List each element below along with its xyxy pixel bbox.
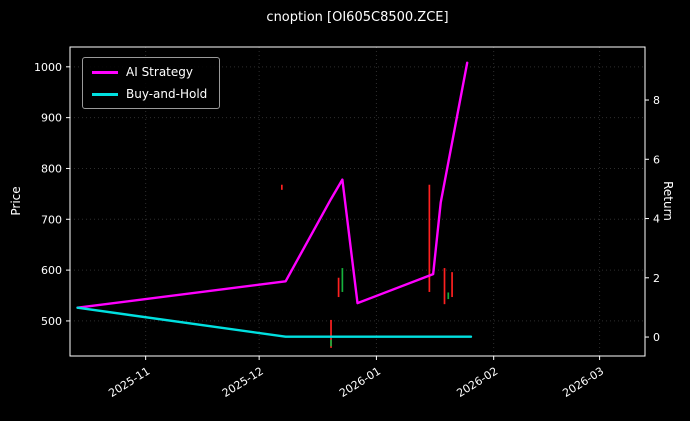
legend-item-buy-and-hold: Buy-and-Hold [92, 87, 207, 101]
legend: AI Strategy Buy-and-Hold [82, 57, 221, 109]
legend-line-swatch [92, 70, 118, 74]
right-tick-label: 4 [653, 213, 660, 226]
x-tick-label: 2025-12 [220, 365, 266, 400]
left-tick-label: 700 [41, 213, 62, 226]
left-tick-label: 800 [41, 162, 62, 175]
left-tick-label: 600 [41, 264, 62, 277]
left-tick-label: 1000 [34, 61, 62, 74]
legend-label: Buy-and-Hold [126, 87, 208, 101]
right-tick-label: 6 [653, 153, 660, 166]
x-tick-label: 2026-03 [560, 365, 606, 400]
legend-label: AI Strategy [126, 65, 193, 79]
x-tick-label: 2026-02 [454, 365, 500, 400]
x-tick-label: 2025-11 [106, 365, 152, 400]
right-tick-label: 8 [653, 94, 660, 107]
legend-item-ai-strategy: AI Strategy [92, 65, 207, 79]
right-tick-label: 0 [653, 331, 660, 344]
legend-line-swatch [92, 92, 118, 96]
right-tick-label: 2 [653, 272, 660, 285]
series-line-buy-and-hold [76, 306, 473, 338]
left-tick-label: 500 [41, 315, 62, 328]
x-tick-label: 2026-01 [337, 365, 383, 400]
axes-border [69, 46, 646, 357]
series-line-ai-strategy [76, 61, 469, 309]
chart-title: cnoption [OI605C8500.ZCE] [266, 10, 449, 25]
left-tick-label: 900 [41, 112, 62, 125]
